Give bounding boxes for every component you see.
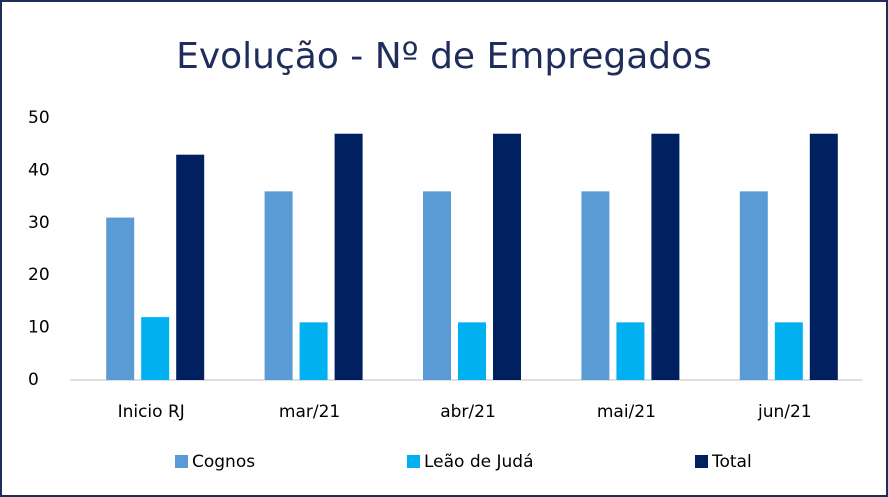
bar [651,133,680,380]
chart-title: Evolução - Nº de Empregados [176,36,712,77]
bar [458,322,486,380]
bar [106,217,135,380]
bar [493,133,521,380]
legend-swatch [175,455,188,468]
legend-label: Cognos [192,452,255,472]
bar [616,322,645,380]
x-tick-label: Inicio RJ [118,402,185,422]
legend-label: Total [711,452,752,472]
bar [264,191,293,380]
bar [774,322,803,380]
bar [334,133,363,380]
bar [299,322,328,380]
x-tick-label: mar/21 [279,402,340,422]
bar [581,191,610,380]
legend-label: Leão de Judá [424,452,534,472]
x-tick-label: abr/21 [440,402,496,422]
y-tick-label: 20 [28,265,50,285]
bar [176,154,205,380]
legend-swatch [407,455,420,468]
bar [423,191,451,380]
bar [809,133,838,380]
y-tick-label: 0 [28,370,39,390]
x-tick-label: jun/21 [757,402,812,422]
y-tick-label: 10 [28,318,50,338]
y-tick-label: 50 [28,108,50,128]
x-tick-label: mai/21 [597,402,656,422]
legend-swatch [695,455,708,468]
bar [739,191,768,380]
y-tick-label: 30 [28,213,50,233]
y-tick-label: 40 [28,160,50,180]
bar [141,317,170,380]
